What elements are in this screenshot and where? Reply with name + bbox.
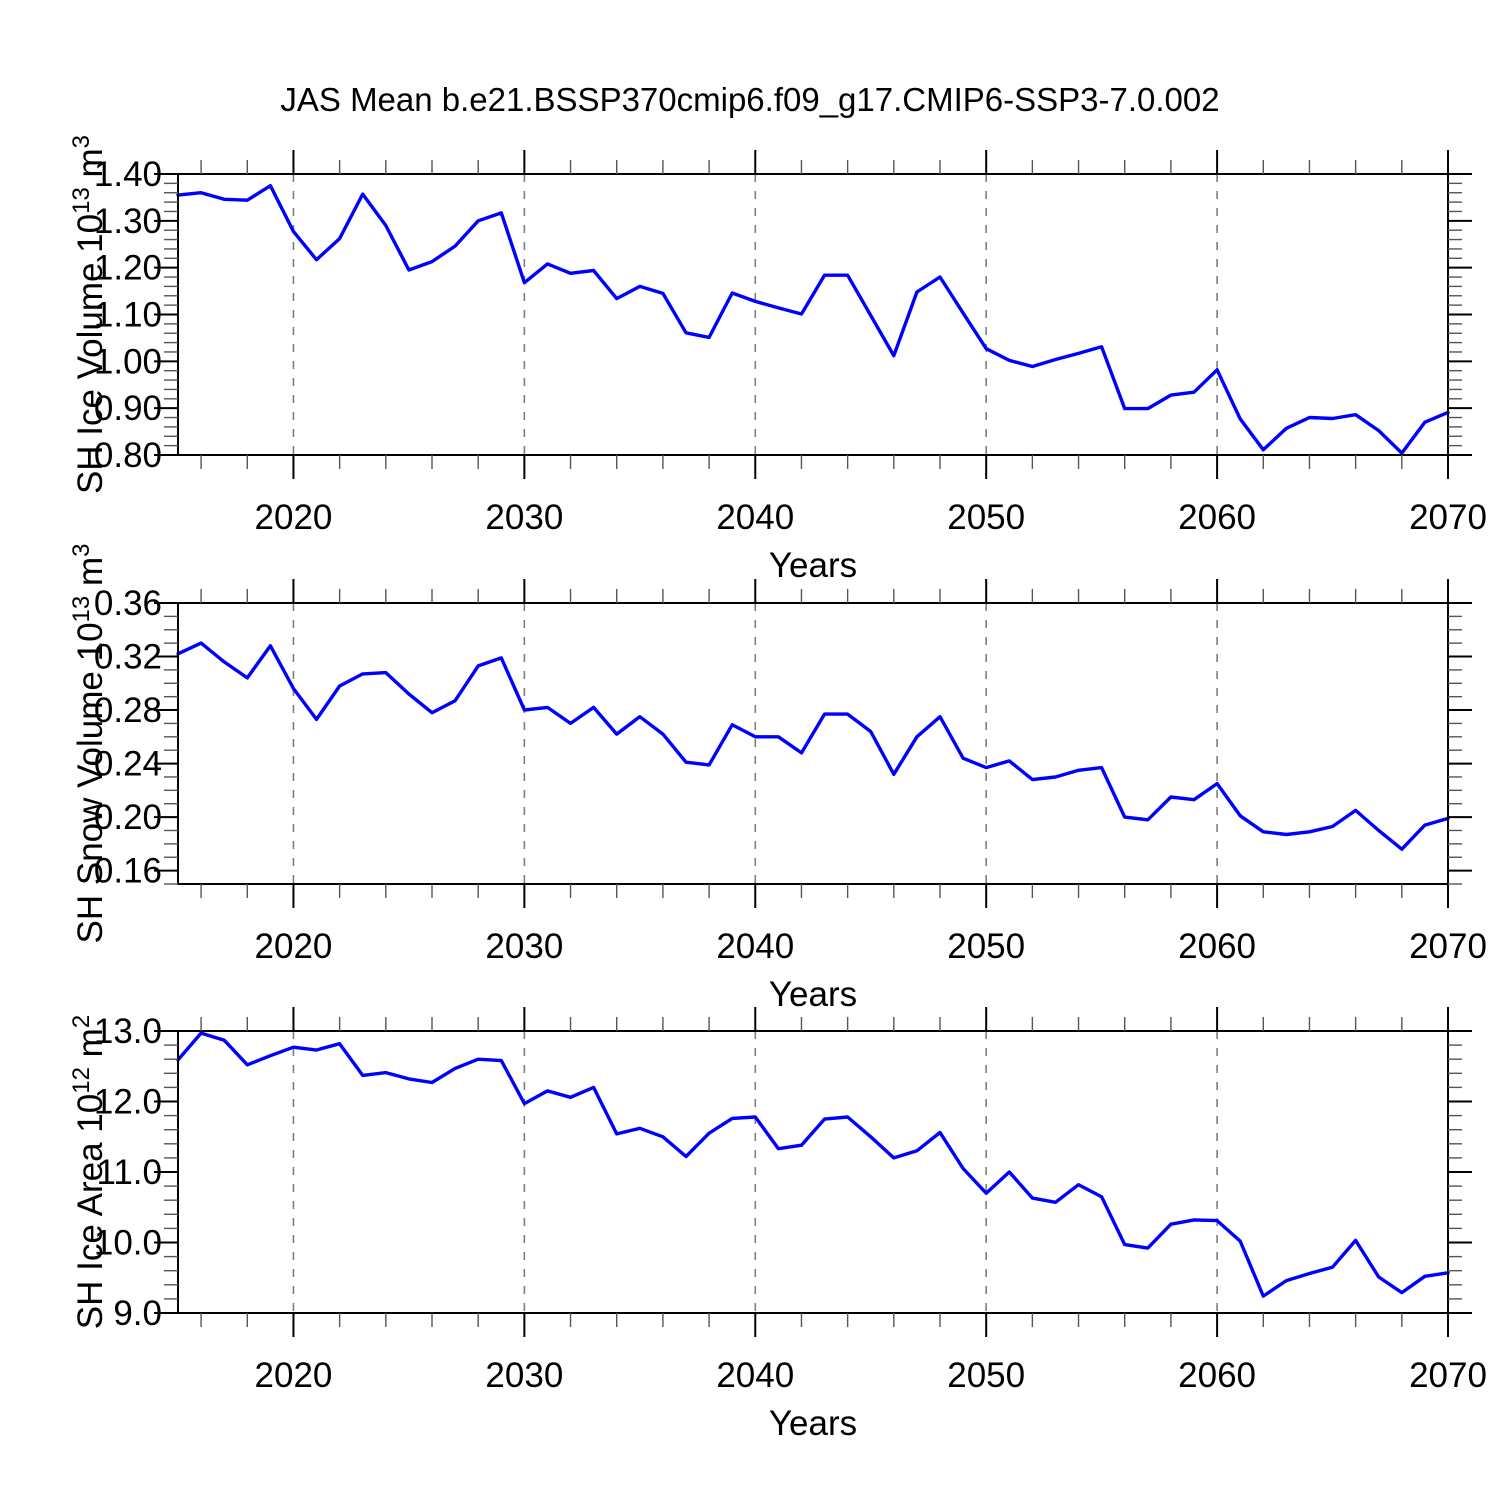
panel-sh-ice-area: 2020 2030 2040 2050 2060 20709.010.011.012.01… bbox=[68, 1007, 1487, 1443]
y-axis-title-text: SH Ice Volume 10 bbox=[71, 214, 110, 494]
panel-frame bbox=[177, 173, 1449, 456]
x-tick-label: 2060 bbox=[1178, 498, 1256, 537]
x-tick-label: 2060 bbox=[1178, 1356, 1256, 1395]
y-tick-label: 10.0 bbox=[94, 1224, 162, 1263]
y-tick-label: 0.32 bbox=[94, 638, 162, 677]
x-tick-label: 2070 bbox=[1409, 927, 1487, 966]
x-tick-label: 2070 bbox=[1409, 1356, 1487, 1395]
y-tick-label: 9.0 bbox=[113, 1294, 162, 1333]
y-tick-label: 0.16 bbox=[94, 852, 162, 891]
x-tick-label: 2030 bbox=[485, 1356, 563, 1395]
y-tick-label: 1.40 bbox=[94, 155, 162, 194]
y-tick-label: 1.00 bbox=[94, 342, 162, 381]
y-axis-title: SH Ice Area 1012 m2 bbox=[68, 1015, 110, 1329]
y-axis-title-sup: 12 bbox=[68, 1067, 95, 1094]
y-axis-title-text: m bbox=[71, 1028, 110, 1067]
y-tick-label: 0.20 bbox=[94, 798, 162, 837]
y-tick-label: 0.80 bbox=[94, 436, 162, 475]
y-tick-label: 0.36 bbox=[94, 584, 162, 623]
y-tick-label: 13.0 bbox=[94, 1012, 162, 1051]
y-tick-label: 1.10 bbox=[94, 296, 162, 335]
series-line-sh-snow-volume bbox=[176, 641, 1450, 851]
x-tick-label: 2070 bbox=[1409, 498, 1487, 537]
x-tick-label: 2050 bbox=[947, 498, 1025, 537]
x-tick-label: 2030 bbox=[485, 498, 563, 537]
x-tick-label: 2050 bbox=[947, 927, 1025, 966]
x-tick-label: 2040 bbox=[716, 1356, 794, 1395]
x-tick-label: 2060 bbox=[1178, 927, 1256, 966]
x-tick-label: 2020 bbox=[255, 927, 333, 966]
y-axis-title-sup: 2 bbox=[68, 1015, 95, 1028]
x-tick-label: 2030 bbox=[485, 927, 563, 966]
y-axis-title-text: m bbox=[71, 557, 110, 596]
y-tick-label: 11.0 bbox=[96, 1153, 162, 1192]
x-tick-label: 2020 bbox=[255, 1356, 333, 1395]
charts-root: 2020 2030 2040 2050 2060 2070 0.80 0.90 1.00 1.10… bbox=[68, 135, 1487, 1443]
x-tick-label: 2040 bbox=[716, 498, 794, 537]
y-axis-title-sup: 3 bbox=[68, 544, 95, 557]
x-tick-label: 2050 bbox=[947, 1356, 1025, 1395]
y-tick-label: 12.0 bbox=[94, 1083, 162, 1122]
y-tick-label: 0.24 bbox=[94, 745, 162, 784]
y-axis-title-text: m bbox=[71, 148, 110, 187]
panel-frame bbox=[177, 602, 1449, 885]
panel-sh-snow-volume: 2020 2030 2040 2050 2060 2070 0.16 0.20 0.24 0.28… bbox=[68, 544, 1487, 1014]
x-axis-title: Years bbox=[769, 1404, 857, 1443]
y-tick-label: 1.20 bbox=[94, 249, 162, 288]
y-axis-title-sup: 13 bbox=[68, 596, 95, 623]
y-axis-title: SH Snow Volume 1013 m3 bbox=[68, 544, 110, 944]
y-axis-title-text: SH Ice Area 10 bbox=[71, 1094, 110, 1329]
panel-sh-ice-volume: 2020 2030 2040 2050 2060 2070 0.80 0.90 1.00 1.10… bbox=[68, 135, 1487, 585]
chart-title: JAS Mean b.e21.BSSP370cmip6.f09_g17.CMIP… bbox=[280, 81, 1219, 118]
y-axis-title: SH Ice Volume 1013 m3 bbox=[68, 135, 110, 494]
y-axis-title-sup: 13 bbox=[68, 187, 95, 214]
x-tick-label: 2020 bbox=[255, 498, 333, 537]
y-tick-label: 1.30 bbox=[94, 202, 162, 241]
series-line-sh-ice-volume bbox=[176, 183, 1450, 455]
x-axis-title: Years bbox=[769, 546, 857, 585]
y-axis-title-sup: 3 bbox=[68, 135, 95, 148]
x-axis-title: Years bbox=[769, 975, 857, 1014]
y-tick-label: 0.90 bbox=[94, 389, 162, 428]
x-tick-label: 2040 bbox=[716, 927, 794, 966]
y-axis-title-text: SH Snow Volume 10 bbox=[71, 622, 110, 943]
y-tick-label: 0.28 bbox=[94, 691, 162, 730]
series-line-sh-ice-area bbox=[176, 1031, 1450, 1298]
